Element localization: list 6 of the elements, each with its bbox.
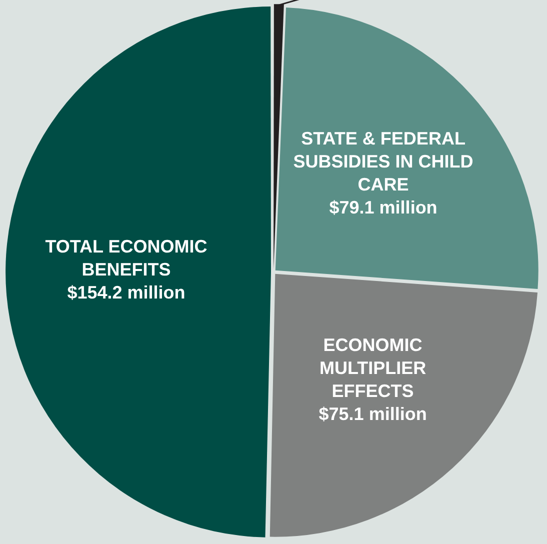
data-label: $75.1 million [318, 404, 427, 424]
slice-label: STATE & FEDERAL SUBSIDIES IN CHILD CARE [293, 128, 474, 194]
data-label: $154.2 million [67, 282, 186, 302]
data-label: $79.1 million [329, 197, 438, 218]
slice-label: ECONOMIC MULTIPLIER EFFECTS [319, 335, 426, 402]
slice-label: TOTAL ECONOMIC BENEFITS [45, 236, 208, 280]
